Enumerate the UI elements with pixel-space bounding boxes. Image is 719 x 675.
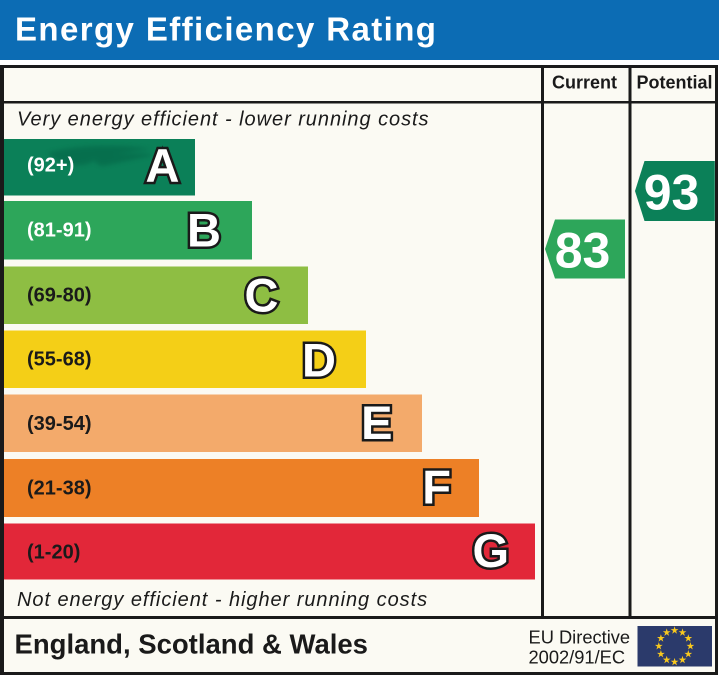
svg-text:F: F	[422, 461, 451, 514]
svg-text:83: 83	[555, 223, 611, 279]
svg-text:(39-54): (39-54)	[27, 413, 91, 435]
svg-text:2002/91/EC: 2002/91/EC	[529, 647, 626, 668]
svg-text:D: D	[302, 334, 336, 387]
svg-text:EU Directive: EU Directive	[529, 626, 631, 647]
svg-text:Very energy efficient - lower: Very energy efficient - lower running co…	[17, 109, 430, 131]
svg-text:England, Scotland & Wales: England, Scotland & Wales	[15, 629, 368, 660]
svg-text:Not energy efficient - higher: Not energy efficient - higher running co…	[17, 589, 428, 611]
svg-text:(21-38): (21-38)	[27, 478, 91, 500]
svg-text:B: B	[187, 204, 221, 257]
svg-text:Energy Efficiency Rating: Energy Efficiency Rating	[15, 10, 437, 47]
svg-text:(92+): (92+)	[27, 154, 74, 176]
svg-text:(81-91): (81-91)	[27, 219, 91, 241]
svg-text:Potential: Potential	[636, 73, 712, 93]
svg-text:(69-80): (69-80)	[27, 285, 91, 307]
svg-text:(1-20): (1-20)	[27, 542, 80, 564]
svg-text:Current: Current	[552, 73, 617, 93]
svg-text:A: A	[146, 139, 180, 192]
svg-text:E: E	[361, 396, 392, 449]
svg-text:(55-68): (55-68)	[27, 349, 91, 371]
svg-text:93: 93	[644, 165, 700, 221]
svg-text:C: C	[245, 269, 279, 322]
svg-text:G: G	[472, 524, 509, 577]
